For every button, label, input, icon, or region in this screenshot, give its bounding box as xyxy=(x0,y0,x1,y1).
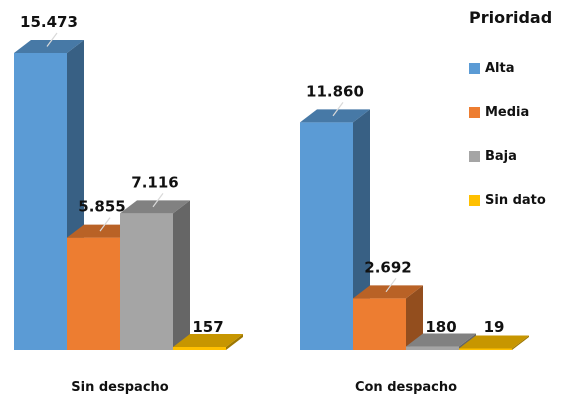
bar-baja-1 xyxy=(120,200,190,350)
legend-swatch xyxy=(469,106,480,118)
category-label: Sin despacho xyxy=(71,380,168,395)
legend-item-baja: Baja xyxy=(469,145,552,167)
data-label-leader xyxy=(46,32,58,47)
data-label: 15.473 xyxy=(20,13,78,31)
legend-label: Sin dato xyxy=(485,192,546,208)
legend-items: Alta Media Baja Sin dato xyxy=(469,57,552,211)
data-label: 11.860 xyxy=(306,82,364,100)
legend-title: Prioridad xyxy=(469,8,553,27)
data-label: 2.692 xyxy=(364,258,411,276)
legend-item-alta: Alta xyxy=(469,57,552,79)
data-label-leader xyxy=(332,101,344,117)
bars-layer xyxy=(14,40,529,350)
data-label: 157 xyxy=(192,318,223,336)
category-label: Con despacho xyxy=(355,380,457,395)
legend-item-media: Media xyxy=(469,101,552,123)
data-label: 19 xyxy=(484,318,505,336)
data-label-leader xyxy=(99,217,111,232)
bar-media-2 xyxy=(353,285,423,350)
data-label: 5.855 xyxy=(78,198,125,216)
data-label-leader xyxy=(152,193,164,208)
labels-layer: 15.473 5.855 7.116 157 Sin despacho 11.860 2.6… xyxy=(20,13,504,395)
bar-sin-dato-2 xyxy=(459,335,529,350)
legend: Prioridad Alta Media Baja Sin dato xyxy=(469,8,552,233)
legend-swatch xyxy=(469,150,480,162)
data-label: 7.116 xyxy=(131,173,178,191)
legend-label: Media xyxy=(485,104,530,120)
legend-label: Alta xyxy=(485,60,515,76)
legend-label: Baja xyxy=(485,148,517,164)
legend-swatch xyxy=(469,194,480,206)
bar-sin-dato-1 xyxy=(173,333,243,350)
data-label-leader xyxy=(385,277,397,293)
bar-alta-2 xyxy=(300,109,370,350)
legend-item-sin-dato: Sin dato xyxy=(469,189,552,211)
legend-swatch xyxy=(469,62,480,74)
data-label: 180 xyxy=(425,318,456,336)
